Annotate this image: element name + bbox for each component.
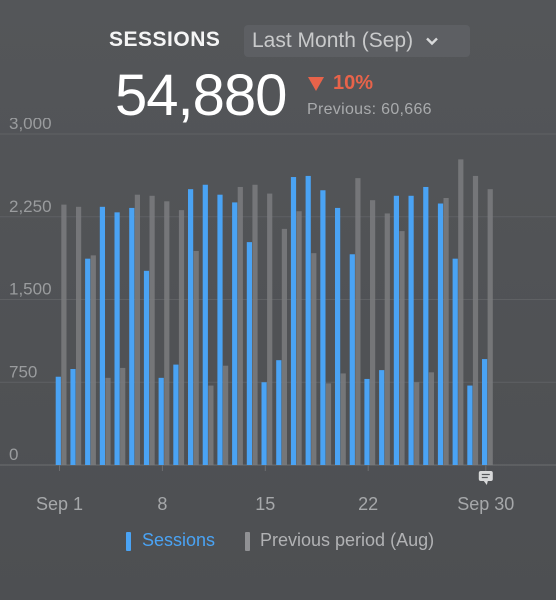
x-tick-label: Sep 1 (36, 494, 83, 514)
bar-sessions (173, 364, 179, 465)
bar-sessions (393, 195, 399, 465)
bar-sessions (364, 378, 370, 465)
chart-bars (55, 159, 493, 466)
comment-icon[interactable] (478, 471, 493, 485)
y-axis-ticks: 3,000 2,250 1,500 750 0 (9, 118, 52, 464)
bar-previous (414, 382, 420, 465)
y-tick-label: 2,250 (9, 197, 52, 216)
widget-header: SESSIONS Last Month (Sep) 54,880 10% Pre… (0, 0, 556, 130)
x-tick-label: 15 (255, 494, 275, 514)
bar-previous (267, 193, 273, 465)
bar-sessions (408, 195, 414, 465)
bar-previous (384, 213, 390, 465)
bar-previous (76, 206, 82, 465)
bar-sessions (114, 212, 120, 465)
bar-sessions (467, 385, 473, 465)
bar-previous (370, 200, 376, 465)
period-dropdown[interactable]: Last Month (Sep) (244, 25, 470, 57)
bar-sessions (188, 189, 194, 465)
widget-title: SESSIONS (109, 28, 221, 51)
y-tick-label: 1,500 (9, 280, 52, 299)
bar-previous (311, 253, 317, 465)
bar-previous (296, 211, 302, 465)
bar-previous (223, 365, 229, 465)
bar-sessions (99, 206, 105, 465)
change-indicator: 10% (307, 72, 373, 96)
y-tick-label: 750 (9, 362, 37, 381)
bar-sessions (379, 370, 385, 465)
x-tick-label: Sep 30 (457, 494, 514, 514)
bar-sessions (246, 242, 252, 465)
bar-previous (164, 201, 170, 465)
triangle-down-icon (308, 76, 324, 91)
legend-label-sessions: Sessions (142, 530, 216, 550)
bar-sessions (158, 377, 164, 465)
bar-sessions (55, 376, 61, 465)
previous-total: Previous: 60,666 (307, 101, 432, 118)
bar-previous (120, 367, 126, 465)
bar-previous (458, 159, 464, 466)
bar-previous (61, 204, 67, 465)
bar-previous (355, 178, 361, 465)
bar-sessions (290, 177, 297, 465)
bar-previous (428, 372, 434, 465)
bar-previous (340, 373, 346, 465)
bar-sessions (276, 360, 282, 465)
sessions-bar-chart: 3,000 2,250 1,500 750 0 Sep 1 8 15 22 Sep 30 (0, 118, 556, 514)
total-sessions-value: 54,880 (115, 63, 287, 128)
bar-previous (149, 195, 155, 465)
bar-previous (252, 184, 258, 465)
chart-annotation (478, 471, 493, 485)
legend-swatch-previous (245, 532, 250, 551)
bar-previous (105, 377, 111, 465)
bar-sessions (423, 186, 429, 465)
bar-sessions (437, 203, 444, 465)
bar-sessions (202, 184, 208, 465)
chevron-down-icon (426, 38, 438, 46)
bar-sessions (261, 382, 267, 465)
bar-previous (178, 210, 185, 465)
legend-label-previous: Previous period (Aug) (260, 530, 435, 550)
bar-sessions (70, 369, 76, 465)
bar-previous (399, 231, 405, 465)
bar-previous (193, 250, 199, 465)
bar-sessions (452, 258, 458, 465)
bar-sessions (143, 270, 150, 465)
period-dropdown-label: Last Month (Sep) (252, 29, 414, 52)
x-axis-ticks: Sep 1 8 15 22 Sep 30 (36, 465, 514, 514)
comment-tail (483, 481, 488, 485)
bar-sessions (85, 258, 91, 465)
comment-bubble (478, 471, 493, 481)
bar-previous (90, 255, 96, 465)
bar-sessions (217, 194, 223, 465)
bar-sessions (305, 175, 311, 465)
x-tick-label: 8 (157, 494, 167, 514)
legend-swatch-sessions (126, 532, 131, 551)
chart-legend: Sessions Previous period (Aug) (0, 530, 556, 560)
bar-previous (134, 194, 140, 465)
bar-previous (237, 186, 243, 465)
bar-sessions (232, 202, 238, 465)
x-tick-label: 22 (358, 494, 378, 514)
bar-sessions (482, 359, 488, 465)
bar-sessions (129, 207, 135, 465)
y-tick-label: 3,000 (9, 118, 52, 133)
bar-previous (208, 385, 214, 465)
bar-sessions (320, 190, 326, 465)
bar-previous (443, 197, 449, 465)
y-tick-label: 0 (9, 445, 18, 464)
change-value: 10% (333, 72, 374, 94)
bar-previous (325, 383, 332, 465)
bar-previous (281, 228, 287, 465)
bar-previous (472, 175, 479, 465)
bar-previous (487, 189, 493, 465)
bar-sessions (349, 254, 355, 465)
bar-sessions (335, 207, 341, 465)
